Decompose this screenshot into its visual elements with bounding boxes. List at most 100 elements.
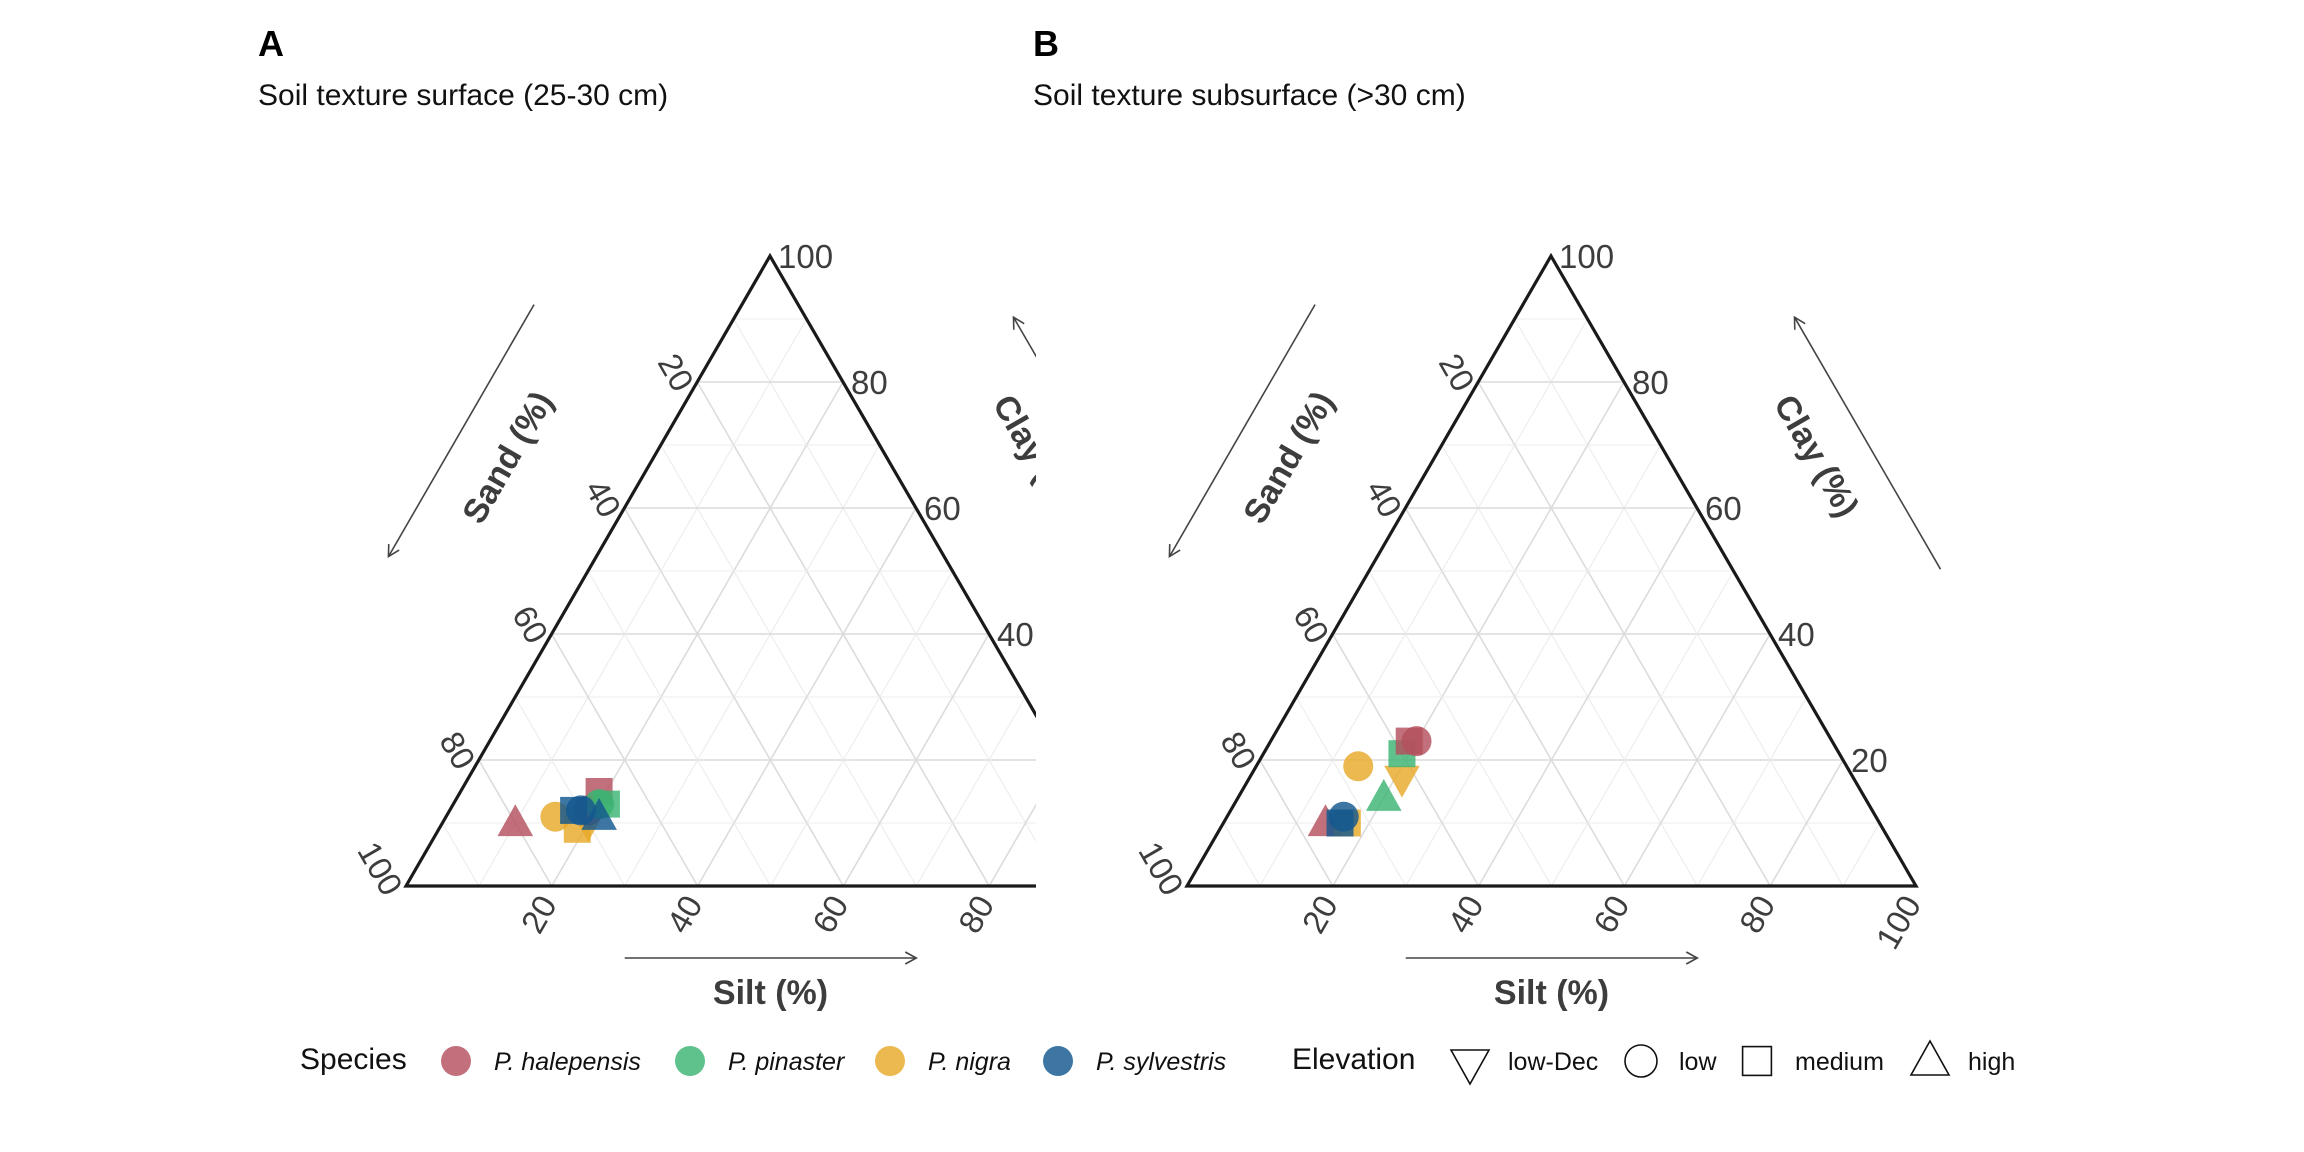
ternary-border <box>1184 252 1919 888</box>
sand-axis-title: Sand (%) <box>1236 385 1342 530</box>
panel-a-letter: A <box>258 23 284 64</box>
grid-line <box>1368 570 1552 887</box>
tick-label-clay: 80 <box>1632 364 1669 401</box>
legend-item-low-dec: low-Dec <box>1449 1048 1598 1086</box>
tick-label-silt: 60 <box>1586 889 1636 939</box>
grid-line <box>587 570 771 887</box>
tick-label-silt: 20 <box>513 889 563 939</box>
legend-item-high: high <box>1909 1039 2015 1076</box>
data-points <box>1307 726 1432 837</box>
grid-line <box>733 318 1036 843</box>
grid-line <box>1623 633 1771 887</box>
tick-label-silt: 100 <box>1868 889 1928 955</box>
grid-line <box>1259 759 1334 887</box>
legend-swatch-p-halepensis <box>441 1046 471 1076</box>
panel-b-letter: B <box>1033 23 1059 64</box>
legend-item-p-halepensis: P. halepensis <box>441 1046 641 1076</box>
tick-label-clay: 40 <box>997 616 1034 653</box>
grid-line <box>1441 444 1698 887</box>
legend-swatch-p-pinaster <box>675 1046 705 1076</box>
data-point-p-halepensis-high <box>497 804 534 837</box>
legend-item-medium: medium <box>1741 1045 1884 1077</box>
silt-axis-title: Silt (%) <box>1494 974 1609 1012</box>
ternary-border <box>403 252 1036 888</box>
grid-line <box>988 803 1036 887</box>
legend-species-title: Species <box>300 1043 407 1076</box>
tick-label-clay: 40 <box>1778 616 1815 653</box>
data-points <box>497 778 620 843</box>
legend-item-p-pinaster: P. pinaster <box>675 1046 846 1076</box>
clay-axis-title: Clay (%) <box>985 389 1085 524</box>
data-point-p-sylvestris-high <box>581 797 617 830</box>
legend-item-low: low <box>1624 1044 1717 1078</box>
tick-label-silt: 40 <box>659 889 709 939</box>
legend-shape-high <box>1909 1039 1951 1076</box>
tick-label-silt: 80 <box>1732 889 1782 939</box>
grid-line <box>1295 696 1407 887</box>
grid-lines <box>1222 318 1880 887</box>
tick-label-clay: 60 <box>924 490 961 527</box>
data-point-p-nigra-low-dec <box>1384 765 1420 798</box>
grid-line <box>441 822 480 887</box>
legend-swatch-p-sylvestris <box>1043 1046 1073 1076</box>
data-point-p-halepensis-low <box>1401 726 1432 757</box>
grid-line <box>1405 444 1661 887</box>
grid-line <box>624 444 880 887</box>
tick-label-clay: 20 <box>1851 742 1888 779</box>
tick-label-clay: 80 <box>851 364 888 401</box>
grid-line <box>915 696 1026 887</box>
legend-label-p-halepensis: P. halepensis <box>494 1048 641 1076</box>
sand-axis-title: Sand (%) <box>455 385 561 530</box>
legend-label-low-dec: low-Dec <box>1508 1048 1598 1076</box>
legend-label-p-sylvestris: P. sylvestris <box>1096 1048 1226 1076</box>
tick-label-sand: 100 <box>1131 835 1191 901</box>
panel-b-title: Soil texture subsurface (>30 cm) <box>1033 79 1466 112</box>
grid-line <box>770 570 953 887</box>
legend-shape-low <box>1624 1044 1658 1078</box>
data-point-p-nigra-low <box>1343 751 1374 782</box>
grid-line <box>1259 318 1588 887</box>
data-point-p-pinaster-high <box>1365 779 1402 811</box>
tick-label-silt: 40 <box>1440 889 1490 939</box>
data-point-p-sylvestris-medium <box>1326 809 1354 837</box>
legend-elevation: low-Dec low medium high <box>1449 1039 2015 1086</box>
grid-line <box>1062 823 1098 886</box>
grid-line <box>478 318 807 887</box>
grid-line <box>660 444 917 887</box>
legend-label-p-pinaster: P. pinaster <box>728 1048 846 1076</box>
grid-line <box>1769 759 1844 887</box>
grid-line <box>1222 822 1261 887</box>
silt-axis-title: Silt (%) <box>713 974 828 1012</box>
panel-a-title: Soil texture surface (25-30 cm) <box>258 79 668 112</box>
tick-label-sand: 100 <box>350 835 410 901</box>
tick-label-clay: 100 <box>1559 238 1614 275</box>
grid-line <box>550 633 699 887</box>
legend-elevation-title: Elevation <box>1292 1043 1415 1076</box>
sand-axis-arrow <box>387 304 535 559</box>
tick-label-clay: 60 <box>1705 490 1742 527</box>
sand-axis-arrow <box>1168 304 1316 559</box>
grid-line <box>842 633 990 887</box>
panel-b: B Soil texture subsurface (>30 cm) 20 40 6… <box>1033 23 1942 1012</box>
legend-item-p-sylvestris: P. sylvestris <box>1043 1046 1226 1076</box>
data-point-p-sylvestris-medium <box>560 796 588 824</box>
grid-line <box>514 696 626 887</box>
grid-line <box>1842 822 1880 887</box>
clay-axis-title: Clay (%) <box>1766 389 1866 524</box>
grid-line <box>1514 318 1844 887</box>
panel-a: A Soil texture surface (25-30 cm) 20 40 60… <box>258 23 1098 1012</box>
grid-line <box>1696 696 1807 887</box>
tick-label-clay: 100 <box>778 238 833 275</box>
legend-label-medium: medium <box>1795 1048 1884 1076</box>
legend-species: P. halepensis P. pinaster P. nigra P. sylve… <box>441 1046 1226 1076</box>
tick-label-silt: 80 <box>951 889 1001 939</box>
legend-label-low: low <box>1679 1048 1717 1076</box>
legend: Species P. halepensis P. pinaster P. nigra… <box>300 1039 2015 1086</box>
legend-swatch-p-nigra <box>875 1046 905 1076</box>
legend-shape-medium <box>1741 1045 1773 1077</box>
legend-item-p-nigra: P. nigra <box>875 1046 1011 1076</box>
